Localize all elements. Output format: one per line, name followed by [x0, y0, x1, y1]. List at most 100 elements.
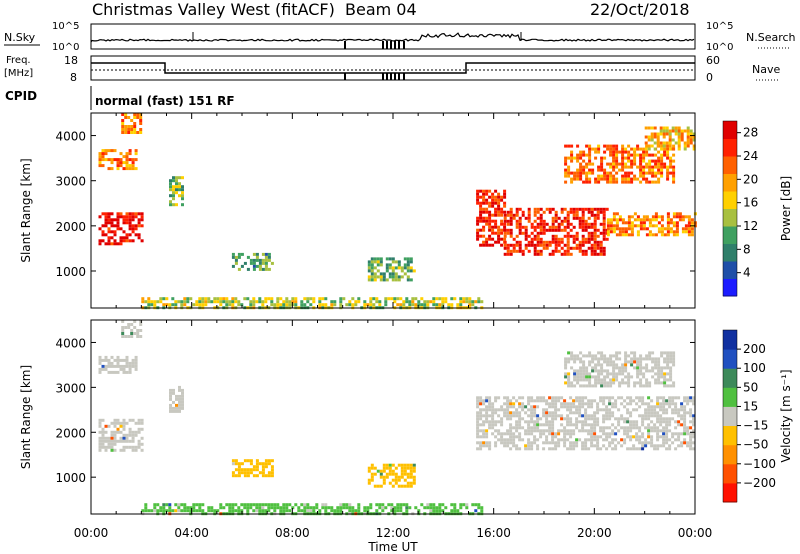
echo-cell: [668, 417, 672, 421]
echo-cell: [581, 396, 585, 400]
echo-cell: [131, 161, 135, 165]
echo-cell: [189, 506, 193, 510]
echo-cell: [121, 131, 125, 134]
echo-cell: [485, 435, 489, 439]
colorbar-swatch: [723, 138, 737, 157]
echo-cell: [653, 408, 657, 412]
freq-panel: Freq. [MHz] 18 8 60 0 Nave: [4, 54, 780, 84]
echo-cell: [627, 159, 631, 163]
echo-cell: [180, 300, 184, 304]
echo-cell: [621, 147, 625, 151]
echo-cell: [585, 369, 589, 373]
echo-cell: [680, 414, 684, 418]
echo-cell: [587, 207, 591, 211]
echo-cell: [674, 447, 678, 451]
echo-cell: [593, 432, 597, 436]
echo-cell: [545, 240, 549, 244]
echo-cell: [677, 147, 681, 151]
echo-cell: [387, 503, 391, 507]
echo-cell: [599, 207, 603, 211]
echo-cell: [175, 394, 178, 398]
echo-cell: [107, 361, 111, 365]
echo-cell: [234, 261, 238, 265]
echo-cell: [674, 420, 678, 424]
echo-cell: [657, 180, 661, 184]
echo-cell: [671, 435, 675, 439]
echo-cell: [131, 436, 135, 440]
echo-cell: [156, 300, 160, 304]
echo-cell: [503, 444, 507, 448]
echo-cell: [406, 475, 410, 479]
echo-cell: [653, 444, 657, 448]
echo-cell: [131, 224, 135, 228]
echo-cell: [621, 227, 625, 231]
echo-cell: [409, 278, 413, 282]
echo-cell: [621, 159, 625, 163]
echo-cell: [657, 168, 661, 172]
echo-cell: [165, 503, 169, 507]
echo-cell: [602, 219, 606, 223]
echo-cell: [660, 218, 664, 222]
echo-cell: [612, 218, 616, 222]
echo-cell: [569, 396, 573, 400]
echo-cell: [246, 255, 250, 259]
echo-cell: [545, 423, 549, 427]
echo-cell: [533, 225, 537, 229]
freq-tick-high: 18: [64, 54, 78, 67]
echo-cell: [579, 378, 583, 382]
freq-dropout: [386, 73, 388, 80]
echo-cell: [391, 469, 395, 473]
echo-cell: [476, 198, 480, 202]
echo-cell: [264, 459, 268, 463]
echo-cell: [629, 438, 633, 442]
echo-cell: [654, 363, 658, 367]
echo-cell: [101, 212, 105, 216]
echo-cell: [615, 218, 619, 222]
echo-cell: [101, 430, 105, 434]
echo-cell: [131, 448, 135, 452]
echo-cell: [181, 191, 184, 195]
echo-cell: [512, 249, 516, 253]
echo-cell: [660, 372, 664, 376]
echo-cell: [125, 158, 129, 162]
echo-cell: [110, 149, 114, 153]
echo-cell: [426, 303, 430, 307]
echo-cell: [623, 438, 627, 442]
echo-cell: [270, 471, 274, 475]
echo-cell: [237, 509, 241, 513]
echo-cell: [593, 213, 597, 217]
echo-cell: [615, 162, 619, 166]
echo-cell: [627, 375, 631, 379]
echo-cell: [127, 125, 131, 128]
echo-cell: [144, 509, 148, 513]
echo-cell: [690, 227, 694, 231]
echo-cell: [675, 227, 679, 231]
echo-cell: [134, 152, 138, 156]
echo-cell: [692, 402, 696, 406]
echo-cell: [677, 408, 681, 412]
echo-cell: [127, 128, 131, 131]
echo-cell: [524, 246, 528, 250]
echo-cell: [621, 372, 625, 376]
echo-cell: [674, 408, 678, 412]
echo-cell: [423, 303, 427, 307]
echo-cell: [539, 207, 543, 211]
echo-cell: [177, 509, 181, 513]
echo-cell: [518, 414, 522, 418]
echo-cell: [659, 126, 663, 130]
echo-cell: [397, 266, 401, 270]
echo-cell: [611, 441, 615, 445]
echo-cell: [497, 213, 501, 217]
echo-cell: [169, 391, 172, 395]
echo-cell: [650, 135, 654, 139]
echo-cell: [653, 411, 657, 415]
echo-cell: [509, 222, 513, 226]
echo-cell: [612, 227, 616, 231]
echo-cell: [584, 423, 588, 427]
echo-cell: [627, 153, 631, 157]
echo-cell: [339, 506, 343, 510]
echo-cell: [593, 225, 597, 229]
echo-cell: [98, 439, 102, 443]
echo-cell: [113, 230, 117, 234]
echo-cell: [228, 503, 232, 507]
